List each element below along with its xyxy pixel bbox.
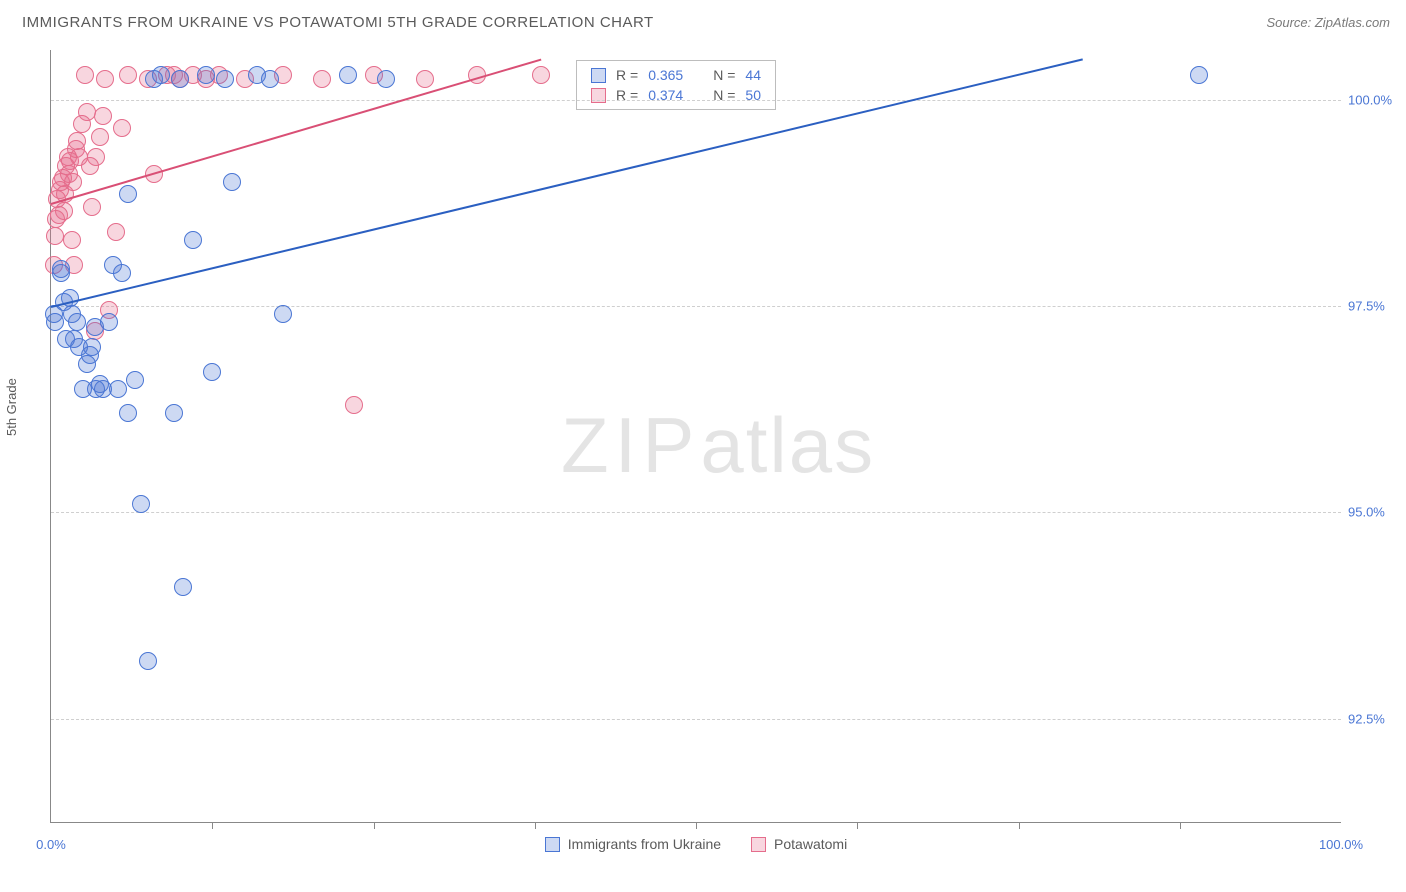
gridline bbox=[51, 306, 1341, 307]
header-bar: IMMIGRANTS FROM UKRAINE VS POTAWATOMI 5T… bbox=[0, 0, 1406, 44]
data-point-ukraine bbox=[119, 185, 137, 203]
legend-label-potawatomi: Potawatomi bbox=[774, 836, 847, 852]
data-point-ukraine bbox=[1190, 66, 1208, 84]
legend-row-ukraine: R = 0.365 N = 44 bbox=[577, 65, 775, 85]
gridline bbox=[51, 100, 1341, 101]
data-point-potawatomi bbox=[76, 66, 94, 84]
data-point-ukraine bbox=[203, 363, 221, 381]
data-point-ukraine bbox=[377, 70, 395, 88]
n-label: N = bbox=[713, 87, 735, 103]
legend-correlation: R = 0.365 N = 44 R = 0.374 N = 50 bbox=[576, 60, 776, 110]
data-point-ukraine bbox=[139, 652, 157, 670]
swatch-ukraine bbox=[591, 68, 606, 83]
trend-line-ukraine bbox=[51, 58, 1083, 308]
data-point-potawatomi bbox=[94, 107, 112, 125]
data-point-ukraine bbox=[184, 231, 202, 249]
y-tick-label: 100.0% bbox=[1348, 92, 1403, 107]
data-point-potawatomi bbox=[313, 70, 331, 88]
watermark: ZIPatlas bbox=[561, 400, 875, 491]
data-point-potawatomi bbox=[345, 396, 363, 414]
data-point-ukraine bbox=[52, 260, 70, 278]
n-label: N = bbox=[713, 67, 735, 83]
plot-area: ZIPatlas R =0.365N =44R =0.374N =50 Immi… bbox=[50, 50, 1341, 823]
data-point-potawatomi bbox=[83, 198, 101, 216]
data-point-ukraine bbox=[113, 264, 131, 282]
r-label: R = bbox=[616, 67, 638, 83]
gridline bbox=[51, 512, 1341, 513]
source-label: Source: ZipAtlas.com bbox=[1266, 15, 1390, 30]
watermark-zip: ZIP bbox=[561, 401, 700, 489]
data-point-ukraine bbox=[339, 66, 357, 84]
r-label: R = bbox=[616, 87, 638, 103]
x-tick bbox=[212, 822, 213, 829]
data-point-ukraine bbox=[100, 313, 118, 331]
y-tick-label: 92.5% bbox=[1348, 711, 1403, 726]
data-point-ukraine bbox=[197, 66, 215, 84]
data-point-ukraine bbox=[274, 305, 292, 323]
data-point-potawatomi bbox=[68, 132, 86, 150]
data-point-potawatomi bbox=[107, 223, 125, 241]
gridline bbox=[51, 719, 1341, 720]
data-point-ukraine bbox=[119, 404, 137, 422]
data-point-ukraine bbox=[83, 338, 101, 356]
n-value: 50 bbox=[745, 87, 761, 103]
r-value: 0.365 bbox=[648, 67, 683, 83]
x-tick bbox=[1019, 822, 1020, 829]
data-point-ukraine bbox=[171, 70, 189, 88]
watermark-atlas: atlas bbox=[700, 401, 875, 489]
data-point-ukraine bbox=[132, 495, 150, 513]
data-point-ukraine bbox=[68, 313, 86, 331]
chart-title: IMMIGRANTS FROM UKRAINE VS POTAWATOMI 5T… bbox=[22, 14, 654, 31]
data-point-potawatomi bbox=[63, 231, 81, 249]
data-point-ukraine bbox=[216, 70, 234, 88]
x-tick bbox=[374, 822, 375, 829]
data-point-potawatomi bbox=[46, 227, 64, 245]
r-value: 0.374 bbox=[648, 87, 683, 103]
y-tick-label: 97.5% bbox=[1348, 298, 1403, 313]
y-axis-label: 5th Grade bbox=[4, 378, 19, 436]
swatch-potawatomi bbox=[751, 837, 766, 852]
data-point-potawatomi bbox=[96, 70, 114, 88]
x-tick-label: 0.0% bbox=[36, 837, 66, 852]
data-point-potawatomi bbox=[532, 66, 550, 84]
data-point-ukraine bbox=[152, 66, 170, 84]
data-point-ukraine bbox=[126, 371, 144, 389]
data-point-potawatomi bbox=[87, 148, 105, 166]
x-tick bbox=[1180, 822, 1181, 829]
legend-series: Immigrants from Ukraine Potawatomi bbox=[51, 836, 1341, 852]
data-point-ukraine bbox=[223, 173, 241, 191]
data-point-potawatomi bbox=[119, 66, 137, 84]
legend-row-potawatomi: R = 0.374 N = 50 bbox=[577, 85, 775, 105]
swatch-ukraine bbox=[545, 837, 560, 852]
data-point-ukraine bbox=[174, 578, 192, 596]
legend-label-ukraine: Immigrants from Ukraine bbox=[568, 836, 721, 852]
data-point-potawatomi bbox=[416, 70, 434, 88]
x-tick bbox=[857, 822, 858, 829]
data-point-potawatomi bbox=[64, 173, 82, 191]
legend-item-potawatomi: Potawatomi bbox=[751, 836, 847, 852]
data-point-potawatomi bbox=[113, 119, 131, 137]
data-point-ukraine bbox=[165, 404, 183, 422]
x-tick bbox=[696, 822, 697, 829]
n-value: 44 bbox=[745, 67, 761, 83]
y-tick-label: 95.0% bbox=[1348, 505, 1403, 520]
data-point-ukraine bbox=[261, 70, 279, 88]
data-point-ukraine bbox=[46, 313, 64, 331]
data-point-ukraine bbox=[109, 380, 127, 398]
legend-item-ukraine: Immigrants from Ukraine bbox=[545, 836, 721, 852]
data-point-potawatomi bbox=[91, 128, 109, 146]
data-point-potawatomi bbox=[55, 202, 73, 220]
x-tick-label: 100.0% bbox=[1319, 837, 1363, 852]
x-tick bbox=[535, 822, 536, 829]
